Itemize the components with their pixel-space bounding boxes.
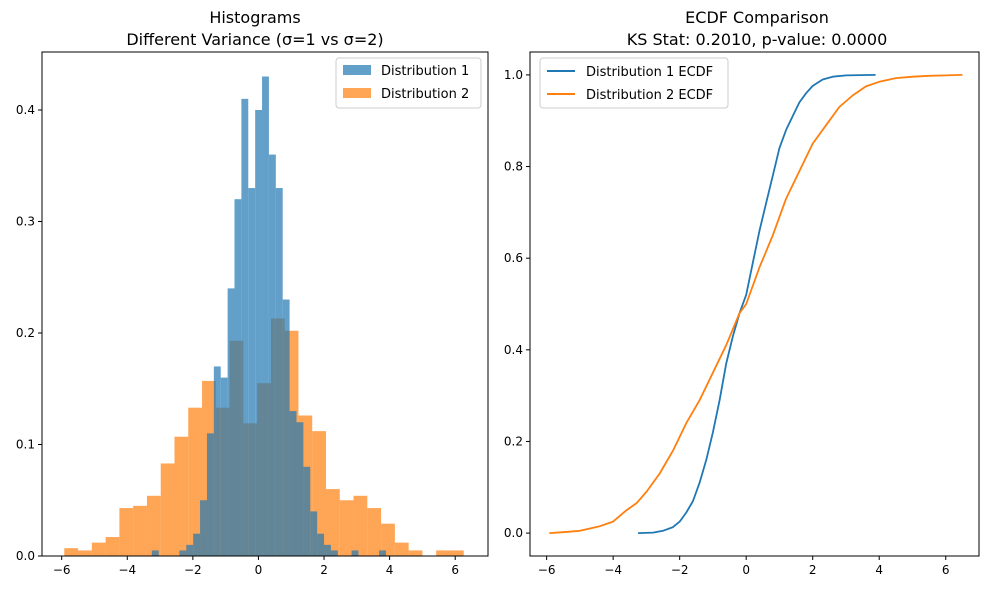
histogram-x-tick-label: 6 [451, 563, 459, 577]
histogram-plot-frame [41, 51, 489, 557]
ecdf-lines [549, 74, 963, 534]
distribution-2-bar [133, 505, 147, 556]
distribution-1-bar [379, 550, 387, 556]
distribution-1-bar [186, 544, 194, 556]
ecdf-x-tick-label: −6 [538, 563, 556, 577]
histogram-x-tick-label: −2 [184, 563, 202, 577]
distribution-1-bar [234, 199, 242, 556]
histogram-y-tick-label: 0.1 [16, 437, 35, 451]
legend-label-distribution-2-ecdf: Distribution 2 ECDF [586, 88, 713, 103]
legend-swatch-distribution-1 [343, 65, 371, 75]
distribution-2-bar [353, 495, 368, 556]
distribution-1-bar [275, 188, 283, 556]
histogram-x-tick-label: −6 [53, 563, 71, 577]
distribution-2-bar [436, 550, 450, 556]
distribution-1-bar [193, 533, 201, 556]
distribution-1-bar [303, 466, 311, 556]
legend-label-distribution-2: Distribution 2 [381, 87, 469, 102]
distribution-2-bar [408, 550, 423, 556]
distribution-1-bar [296, 422, 304, 556]
distribution-1-bars [151, 76, 387, 557]
distribution-2-bar [339, 500, 354, 556]
legend-frame [335, 57, 482, 109]
ecdf-legend: Distribution 1 ECDF Distribution 2 ECDF [539, 57, 729, 109]
ecdf-y-tick-label: 0.4 [504, 343, 523, 357]
distribution-1-bar [213, 366, 221, 556]
distribution-2-bar [160, 463, 175, 556]
distribution-1-ecdf-line [638, 74, 876, 534]
distribution-2-bar [325, 489, 340, 556]
distribution-2-ecdf-line [549, 74, 963, 534]
histogram-x-tick-label: 0 [255, 563, 263, 577]
distribution-1-bar [200, 500, 207, 556]
ecdf-axes: −6 −4 −2 0 2 4 6 0.0 0.2 0.4 0.6 0.8 1.0 [504, 51, 980, 577]
distribution-1-bar [227, 288, 235, 556]
distribution-1-bar [317, 533, 325, 556]
distribution-2-bar [381, 523, 395, 556]
ecdf-y-tick-label: 0.8 [504, 160, 523, 174]
legend-frame [539, 57, 729, 109]
distribution-2-bar [64, 548, 79, 556]
distribution-1-bar [206, 433, 214, 556]
distribution-1-bar [289, 411, 297, 556]
distribution-1-bar [262, 76, 269, 556]
distribution-1-bar [241, 98, 249, 557]
ecdf-x-tick-label: 0 [742, 563, 750, 577]
distribution-2-bar [119, 508, 134, 556]
distribution-2-bar [394, 542, 409, 556]
distribution-2-bar [105, 537, 120, 556]
legend-label-distribution-1-ecdf: Distribution 1 ECDF [586, 65, 713, 80]
distribution-2-bar [91, 542, 106, 556]
histogram-title-line1: Histograms [209, 8, 300, 27]
histogram-y-tick-label: 0.3 [16, 214, 35, 228]
histogram-panel: Histograms Different Variance (σ=1 vs σ=… [16, 8, 489, 577]
histogram-x-tick-label: 4 [386, 563, 394, 577]
ecdf-y-tick-label: 0.6 [504, 251, 523, 265]
distribution-2-bar [146, 495, 161, 556]
ecdf-y-tick-label: 0.2 [504, 434, 523, 448]
distribution-1-bar [324, 544, 331, 556]
ecdf-x-tick-label: 6 [942, 563, 950, 577]
distribution-2-bar [367, 508, 382, 556]
histogram-y-tick-label: 0.2 [16, 326, 35, 340]
ecdf-panel: ECDF Comparison KS Stat: 0.2010, p-value… [504, 8, 980, 577]
distribution-1-bar [310, 511, 318, 556]
ecdf-x-tick-label: −2 [671, 563, 689, 577]
histogram-x-tick-label: 2 [320, 563, 328, 577]
distribution-1-bar [282, 299, 290, 556]
distribution-1-bar [255, 109, 263, 556]
ecdf-title-line1: ECDF Comparison [685, 8, 829, 27]
distribution-2-bar [449, 550, 464, 556]
histogram-title-line2: Different Variance (σ=1 vs σ=2) [126, 30, 383, 49]
ecdf-y-tick-label: 1.0 [504, 68, 523, 82]
histogram-x-tick-label: −4 [118, 563, 136, 577]
histogram-axes: −6 −4 −2 0 2 4 6 0.0 0.1 0.2 0.3 0.4 [16, 51, 489, 577]
ecdf-x-tick-label: 2 [809, 563, 817, 577]
distribution-1-bar [268, 154, 276, 556]
distribution-2-bar [174, 436, 189, 556]
distribution-1-bar [220, 377, 228, 556]
ecdf-title-line2: KS Stat: 0.2010, p-value: 0.0000 [627, 30, 888, 49]
histogram-y-tick-label: 0.0 [16, 549, 35, 563]
legend-label-distribution-1: Distribution 1 [381, 64, 469, 79]
distribution-1-bar [248, 188, 256, 556]
distribution-2-bar [78, 550, 92, 556]
distribution-2-bar [188, 407, 203, 556]
ecdf-x-tick-label: 4 [875, 563, 883, 577]
ecdf-y-tick-label: 0.0 [504, 526, 523, 540]
distribution-1-bar [330, 550, 338, 556]
ecdf-plot-frame [529, 51, 980, 557]
legend-swatch-distribution-2 [343, 88, 371, 98]
distribution-1-bar [151, 550, 159, 556]
histogram-y-tick-label: 0.4 [16, 103, 35, 117]
distribution-1-bar [179, 550, 187, 556]
distribution-1-bar [351, 550, 359, 556]
ecdf-x-tick-label: −4 [604, 563, 622, 577]
histogram-legend: Distribution 1 Distribution 2 [335, 57, 482, 109]
